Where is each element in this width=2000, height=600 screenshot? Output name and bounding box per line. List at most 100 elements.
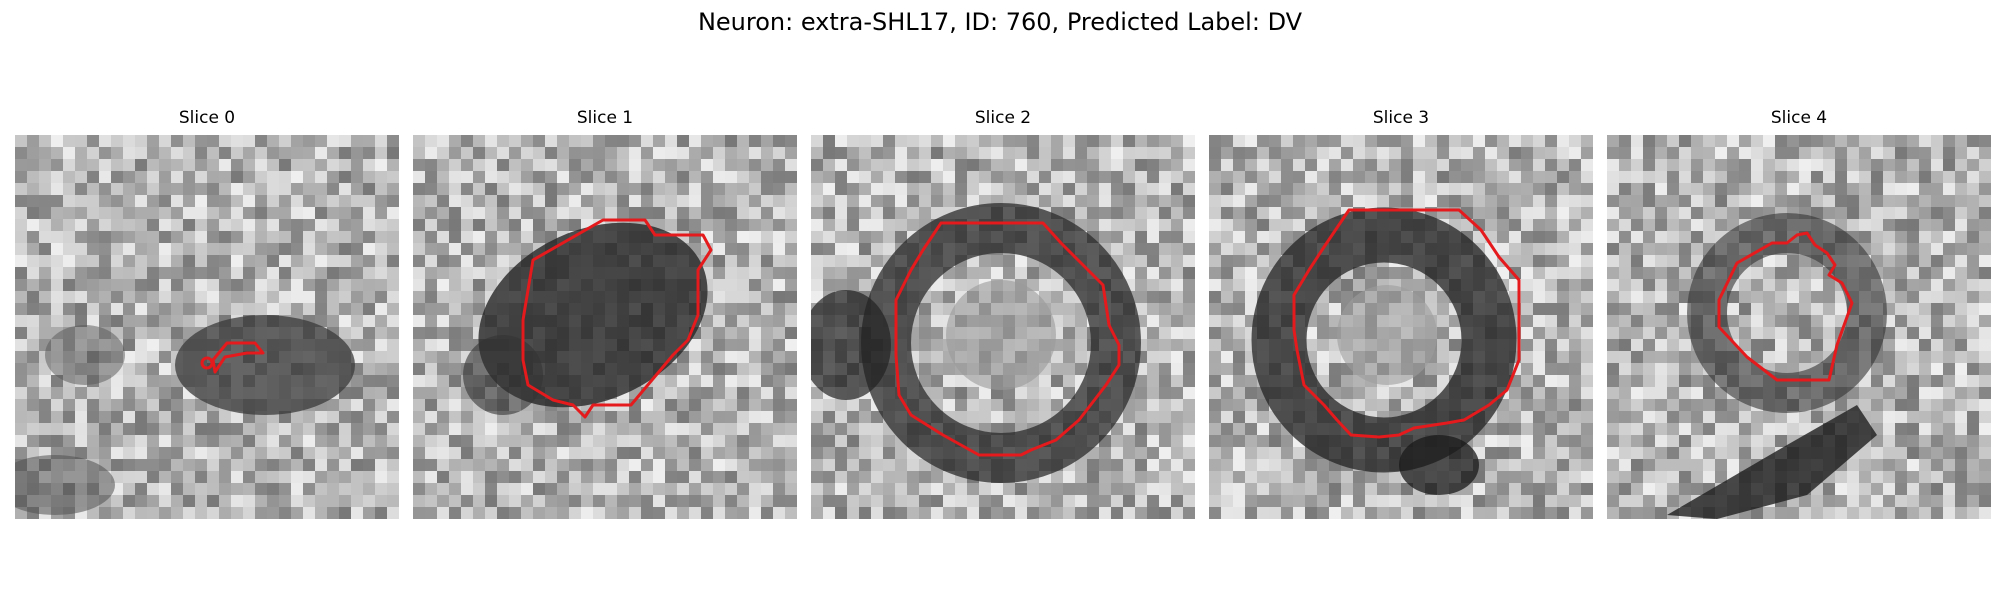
texture-pixel xyxy=(665,459,678,472)
texture-pixel xyxy=(1631,291,1644,304)
texture-pixel xyxy=(1533,399,1546,412)
texture-pixel xyxy=(327,243,340,256)
texture-pixel xyxy=(737,387,750,400)
texture-pixel xyxy=(847,147,860,160)
texture-pixel xyxy=(1269,447,1282,460)
texture-pixel xyxy=(291,135,304,148)
texture-pixel xyxy=(339,147,352,160)
texture-pixel xyxy=(267,159,280,172)
texture-pixel xyxy=(943,171,956,184)
texture-pixel xyxy=(279,171,292,184)
texture-pixel xyxy=(1655,147,1668,160)
texture-pixel xyxy=(859,171,872,184)
texture-pixel xyxy=(919,159,932,172)
texture-pixel xyxy=(1931,159,1944,172)
texture-pixel xyxy=(509,471,522,484)
texture-pixel xyxy=(123,447,136,460)
texture-pixel xyxy=(99,267,112,280)
texture-pixel xyxy=(135,159,148,172)
texture-pixel xyxy=(1123,495,1136,508)
texture-pixel xyxy=(1293,159,1306,172)
texture-pixel xyxy=(955,135,968,148)
texture-pixel xyxy=(279,279,292,292)
texture-pixel xyxy=(1521,483,1534,496)
texture-pixel xyxy=(39,219,52,232)
texture-pixel xyxy=(569,159,582,172)
texture-pixel xyxy=(737,195,750,208)
texture-pixel xyxy=(1003,171,1016,184)
texture-pixel xyxy=(159,147,172,160)
texture-pixel xyxy=(413,363,426,376)
texture-pixel xyxy=(919,363,932,376)
texture-pixel xyxy=(39,243,52,256)
texture-pixel xyxy=(449,255,462,268)
texture-pixel xyxy=(1667,387,1680,400)
texture-pixel xyxy=(449,231,462,244)
texture-pixel xyxy=(171,447,184,460)
texture-pixel xyxy=(87,219,100,232)
texture-pixel xyxy=(1799,135,1812,148)
texture-pixel xyxy=(1955,231,1968,244)
texture-pixel xyxy=(461,327,474,340)
texture-pixel xyxy=(1015,411,1028,424)
texture-pixel xyxy=(315,219,328,232)
texture-pixel xyxy=(1183,507,1195,519)
texture-pixel xyxy=(387,183,399,196)
texture-pixel xyxy=(255,171,268,184)
texture-pixel xyxy=(955,147,968,160)
texture-pixel xyxy=(1521,159,1534,172)
texture-pixel xyxy=(823,399,836,412)
texture-pixel xyxy=(1269,507,1282,519)
texture-pixel xyxy=(665,171,678,184)
texture-pixel xyxy=(327,495,340,508)
texture-pixel xyxy=(1787,255,1800,268)
texture-pixel xyxy=(1063,327,1076,340)
texture-pixel xyxy=(557,423,570,436)
texture-pixel xyxy=(737,147,750,160)
texture-pixel xyxy=(1377,195,1390,208)
texture-pixel xyxy=(1075,195,1088,208)
texture-pixel xyxy=(1159,435,1172,448)
texture-pixel xyxy=(847,195,860,208)
texture-pixel xyxy=(485,435,498,448)
texture-pixel xyxy=(1099,135,1112,148)
texture-pixel xyxy=(279,423,292,436)
texture-pixel xyxy=(15,207,28,220)
texture-pixel xyxy=(207,303,220,316)
texture-pixel xyxy=(1015,183,1028,196)
texture-pixel xyxy=(1545,447,1558,460)
texture-pixel xyxy=(533,447,546,460)
texture-pixel xyxy=(473,159,486,172)
texture-pixel xyxy=(1063,507,1076,519)
texture-pixel xyxy=(207,171,220,184)
texture-pixel xyxy=(1655,231,1668,244)
texture-pixel xyxy=(1159,387,1172,400)
texture-pixel xyxy=(99,303,112,316)
texture-pixel xyxy=(183,435,196,448)
texture-pixel xyxy=(1919,255,1932,268)
texture-pixel xyxy=(1521,279,1534,292)
texture-pixel xyxy=(991,159,1004,172)
texture-pixel xyxy=(159,255,172,268)
texture-pixel xyxy=(111,231,124,244)
texture-pixel xyxy=(1569,483,1582,496)
texture-pixel xyxy=(1317,351,1330,364)
texture-pixel xyxy=(1233,135,1246,148)
texture-pixel xyxy=(387,195,399,208)
texture-pixel xyxy=(375,183,388,196)
texture-pixel xyxy=(1329,171,1342,184)
texture-pixel xyxy=(387,135,399,148)
texture-pixel xyxy=(1581,483,1593,496)
texture-pixel xyxy=(375,267,388,280)
texture-pixel xyxy=(1305,471,1318,484)
texture-pixel xyxy=(1221,459,1234,472)
texture-pixel xyxy=(1221,279,1234,292)
texture-pixel xyxy=(39,279,52,292)
texture-pixel xyxy=(701,459,714,472)
texture-pixel xyxy=(593,135,606,148)
texture-pixel xyxy=(1305,207,1318,220)
texture-pixel xyxy=(1569,363,1582,376)
texture-pixel xyxy=(39,195,52,208)
texture-pixel xyxy=(99,507,112,519)
texture-pixel xyxy=(183,207,196,220)
